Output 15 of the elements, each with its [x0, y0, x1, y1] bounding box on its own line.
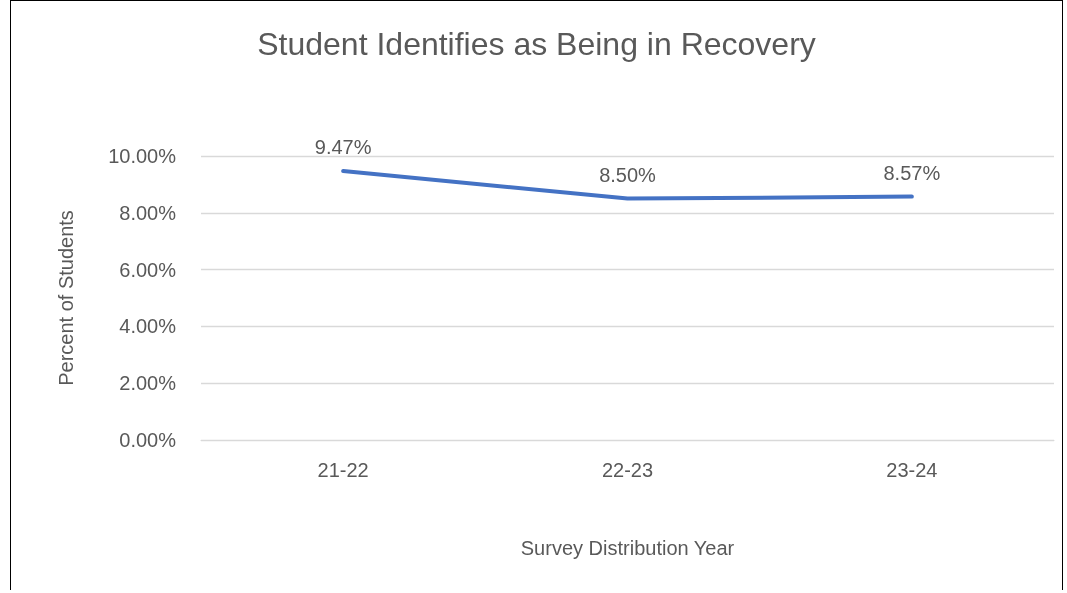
- y-axis-title: Percent of Students: [55, 210, 77, 386]
- y-tick-label: 2.00%: [119, 372, 177, 395]
- data-label: 8.57%: [883, 161, 941, 184]
- y-tick-label: 6.00%: [119, 258, 177, 281]
- y-tick-label: 4.00%: [119, 315, 177, 338]
- x-tick-label: 23-24: [886, 459, 938, 481]
- y-tick-label: 0.00%: [119, 429, 177, 451]
- chart-title: Student Identifies as Being in Recovery: [257, 26, 816, 62]
- y-tick-label: 10.00%: [108, 145, 177, 167]
- data-label: 8.50%: [599, 163, 657, 186]
- x-tick-label: 21-22: [317, 459, 369, 481]
- data-label: 9.47%: [314, 136, 372, 159]
- x-tick-label: 22-23: [601, 459, 654, 481]
- y-tick-label: 8.00%: [119, 201, 177, 224]
- x-axis-title: Survey Distribution Year: [520, 537, 735, 559]
